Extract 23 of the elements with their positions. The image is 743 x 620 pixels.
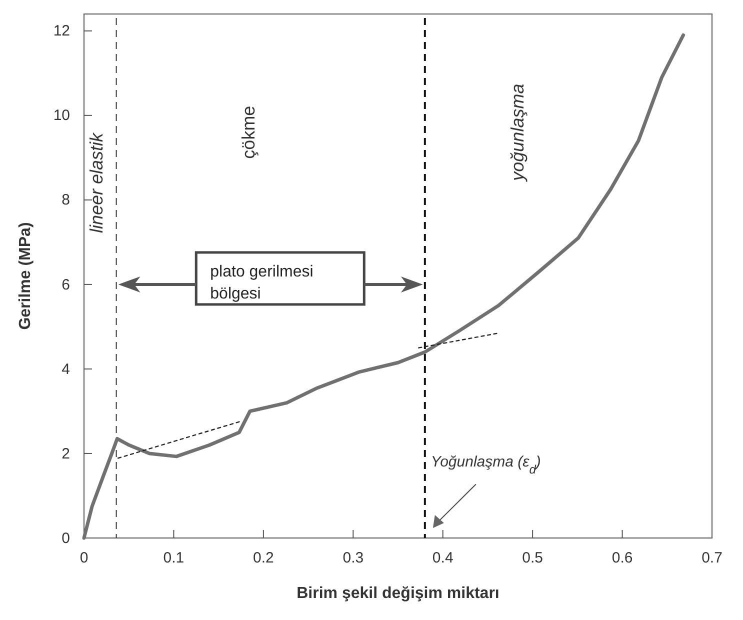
y-tick-label: 0 [62, 530, 70, 547]
line-series [82, 33, 686, 540]
x-tick-label: 0 [80, 550, 88, 567]
x-tick-label: 0.4 [432, 550, 454, 567]
annotation: çökme [238, 106, 258, 159]
x-tick-label: 0.5 [522, 550, 543, 567]
y-tick-label: 10 [53, 107, 70, 124]
annotation: lineer elastik [86, 132, 106, 234]
y-axis-title: Gerilme (MPa) [17, 222, 34, 330]
x-tick-label: 0.3 [342, 550, 364, 567]
annotation: yoğunlaşma [508, 84, 528, 183]
y-tick-label: 6 [62, 276, 70, 294]
x-axis-title: Birim şekil değişim miktarı [296, 585, 500, 602]
x-tick-label: 0.1 [163, 550, 184, 567]
y-tick-label: 12 [53, 22, 70, 40]
y-tick-label: 2 [62, 445, 70, 462]
x-tick-label: 0.2 [253, 550, 274, 567]
ref-line-label: Yoğunlaşma (ε$_{d}$) [430, 453, 541, 476]
x-tick-label: 0.6 [612, 550, 633, 567]
annotation: plato gerilmesi bölgesi [210, 263, 314, 302]
y-tick-label: 4 [62, 360, 70, 378]
y-tick-label: 8 [62, 192, 70, 209]
x-tick-label: 0.7 [702, 550, 722, 567]
